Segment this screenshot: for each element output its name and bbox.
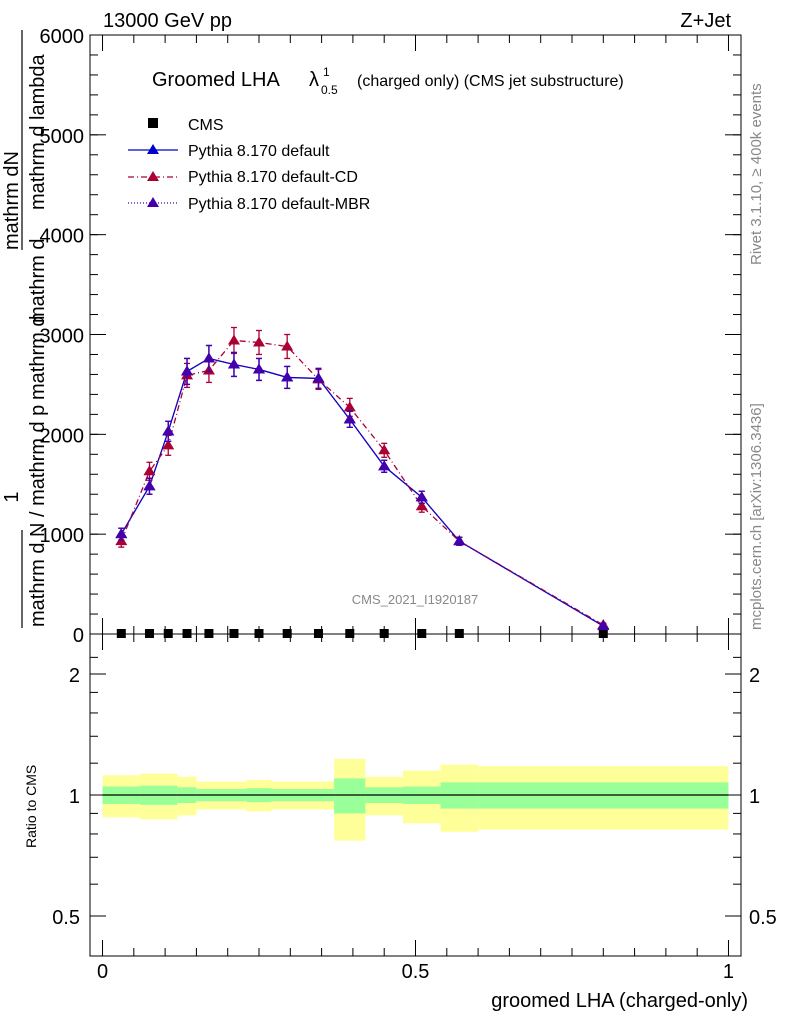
legend-default-marker <box>147 144 159 154</box>
rivet-version-label: Rivet 3.1.10, ≥ 400k events <box>748 83 765 265</box>
x-axis-label: groomed LHA (charged-only) <box>491 990 748 1012</box>
legend-cms-marker <box>148 118 158 128</box>
legend-cd: Pythia 8.170 default-CD <box>188 169 358 186</box>
legend-default: Pythia 8.170 default <box>188 143 330 160</box>
ratio-y-tick-label: 1 <box>69 786 80 808</box>
y-label-denom: mathrm d N / mathrm d p <box>27 405 49 627</box>
series-point-2 <box>202 352 215 363</box>
ratio-y-label: Ratio to CMS <box>23 765 39 848</box>
series-point-2 <box>162 425 175 436</box>
series-point-2 <box>312 372 325 383</box>
legend-cms: CMS <box>188 117 224 134</box>
series-point-1 <box>227 334 240 345</box>
x-tick-label: 0.5 <box>402 961 430 983</box>
ratio-y-tick-label-right: 0.5 <box>749 907 777 929</box>
title-main: Groomed LHA <box>152 69 280 91</box>
series-point-2 <box>253 363 266 374</box>
legend-cd-marker <box>147 171 159 181</box>
legend: CMS Pythia 8.170 default Pythia 8.170 de… <box>128 117 370 213</box>
ratio-y-tick-label: 2 <box>69 665 80 687</box>
legend-mbr-marker <box>147 197 159 207</box>
x-tick-label: 1 <box>723 961 734 983</box>
series-point-1 <box>343 401 356 412</box>
y-label-d1: mathrm d <box>27 316 49 400</box>
mcplots-label: mcplots.cern.ch [arXiv:1306.3436] <box>748 403 765 630</box>
series-line-1 <box>120 339 604 626</box>
title-tail: (charged only) (CMS jet substructure) <box>357 73 624 90</box>
title-sup: 1 <box>323 65 330 79</box>
series-point-2 <box>281 371 294 382</box>
analysis-watermark: CMS_2021_I1920187 <box>352 592 479 607</box>
series-line-0 <box>120 357 604 627</box>
ratio-y-tick-label: 0.5 <box>52 907 80 929</box>
y-tick-label: 5000 <box>40 126 85 148</box>
ratio-band-green <box>334 778 366 814</box>
series-point-2 <box>343 413 356 424</box>
series-point-2 <box>115 528 128 539</box>
series-point-2 <box>415 491 428 502</box>
chart-title: Groomed LHA λ 1 0.5 (charged only) (CMS … <box>152 65 624 97</box>
header-process: Z+Jet <box>680 10 731 32</box>
ratio-y-tick-label-right: 2 <box>749 665 760 687</box>
series-point-2 <box>143 480 156 491</box>
series-point-1 <box>162 439 175 450</box>
header-energy: 13000 GeV pp <box>103 10 232 32</box>
y-label-d2: mathrm d <box>27 239 49 323</box>
title-lambda: λ <box>309 69 319 91</box>
y-label-main-denom: mathrm d lambda <box>27 54 49 210</box>
series-point-1 <box>143 465 156 476</box>
y-tick-label: 4000 <box>40 226 85 248</box>
series-point-1 <box>253 336 266 347</box>
legend-mbr: Pythia 8.170 default-MBR <box>188 196 370 213</box>
series-point-2 <box>227 358 240 369</box>
ratio-y-tick-label-right: 1 <box>749 786 760 808</box>
ratio-axis-ticks: 0.5 0.5 1 1 2 2 0 0.5 1 <box>52 634 777 983</box>
y-axis-label: 1 mathrm d N / mathrm d p mathrm d mathr… <box>1 30 49 628</box>
y-label-main-numer: mathrm dN <box>1 151 23 250</box>
y-tick-label: 6000 <box>40 26 85 48</box>
series-point-1 <box>415 500 428 511</box>
series-point-1 <box>281 340 294 351</box>
y-tick-label: 2000 <box>40 425 85 447</box>
series-point-1 <box>378 444 391 455</box>
ratio-bands-layer <box>102 758 729 841</box>
series-point-2 <box>453 535 466 546</box>
y-tick-label: 3000 <box>40 326 85 348</box>
series-point-2 <box>597 620 610 631</box>
x-tick-label: 0 <box>97 961 108 983</box>
y-tick-label: 1000 <box>40 525 85 547</box>
series-line-2 <box>120 357 604 627</box>
series-point-2 <box>378 460 391 471</box>
y-label-numer: 1 <box>1 491 23 502</box>
series-point-2 <box>181 365 194 376</box>
y-tick-label-zero: 0 <box>73 625 84 647</box>
title-sub: 0.5 <box>321 83 338 97</box>
main-axis-ticks: 1000 2000 3000 4000 5000 6000 0 <box>40 26 741 647</box>
